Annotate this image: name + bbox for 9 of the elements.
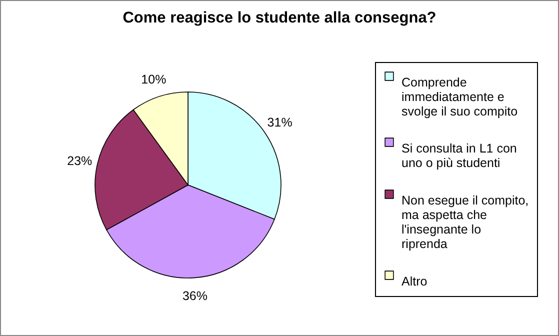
legend-label: Non esegue il compito, ma aspetta che l'insegnante lo riprenda [402,193,529,251]
data-label: 23% [67,154,92,168]
legend-label: Si consulta in L1 con uno o più studenti [402,141,517,170]
legend-label: Comprende immediatamente e svolge il suo compito [402,75,518,118]
data-label: 10% [141,72,166,86]
legend-label: Altro [402,274,428,288]
data-label: 31% [267,116,292,130]
chart-title: Come reagisce lo studente alla consegna? [122,10,436,26]
data-label: 36% [182,288,208,303]
